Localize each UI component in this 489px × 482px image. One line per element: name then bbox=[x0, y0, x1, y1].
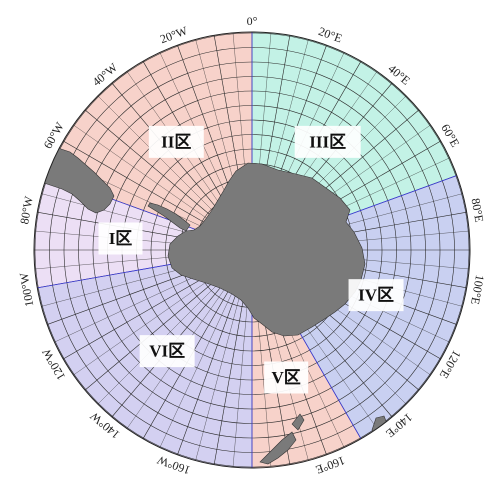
meridian-line bbox=[97, 95, 231, 229]
zone-label-I: I区 bbox=[98, 222, 143, 255]
zone-label-II: II区 bbox=[148, 125, 204, 158]
zone-label-III: III区 bbox=[294, 125, 361, 158]
map-outer-border bbox=[33, 31, 471, 469]
antarctica-landmass bbox=[167, 162, 366, 337]
zone-label-V: V区 bbox=[264, 361, 309, 394]
meridian-line bbox=[177, 278, 243, 455]
meridian-line bbox=[73, 267, 228, 376]
meridian-line bbox=[84, 109, 230, 231]
new-zealand-north bbox=[291, 413, 305, 431]
longitude-label: 0° bbox=[247, 14, 258, 28]
meridian-line bbox=[195, 278, 245, 461]
meridian-line bbox=[84, 269, 230, 391]
svg-text:IV区: IV区 bbox=[358, 286, 394, 305]
longitude-label: 100°W bbox=[17, 271, 37, 308]
svg-text:II区: II区 bbox=[161, 132, 191, 151]
longitude-label: 100°E bbox=[468, 274, 487, 306]
meridian-line bbox=[159, 277, 240, 448]
meridian-line bbox=[232, 279, 250, 468]
zone-labels: I区 II区 III区 IV区 V区 VI区 bbox=[98, 125, 404, 394]
longitude-label: 80°E bbox=[469, 197, 487, 223]
zone-II-sector bbox=[43, 32, 252, 250]
zone-label-VI: VI区 bbox=[139, 335, 195, 368]
svg-text:VI区: VI区 bbox=[149, 342, 185, 361]
longitude-label: 80°W bbox=[17, 195, 36, 226]
svg-text:V区: V区 bbox=[272, 368, 301, 387]
meridian-line bbox=[213, 279, 248, 465]
antarctic-peninsula bbox=[147, 202, 191, 232]
new-zealand-landmass bbox=[259, 431, 297, 465]
meridian-line bbox=[73, 124, 228, 233]
longitude-label: 20°E bbox=[317, 24, 344, 45]
svg-text:I区: I区 bbox=[109, 229, 133, 248]
meridian-line bbox=[63, 140, 227, 236]
zone-label-IV: IV区 bbox=[348, 279, 404, 312]
svg-text:III区: III区 bbox=[309, 132, 346, 151]
